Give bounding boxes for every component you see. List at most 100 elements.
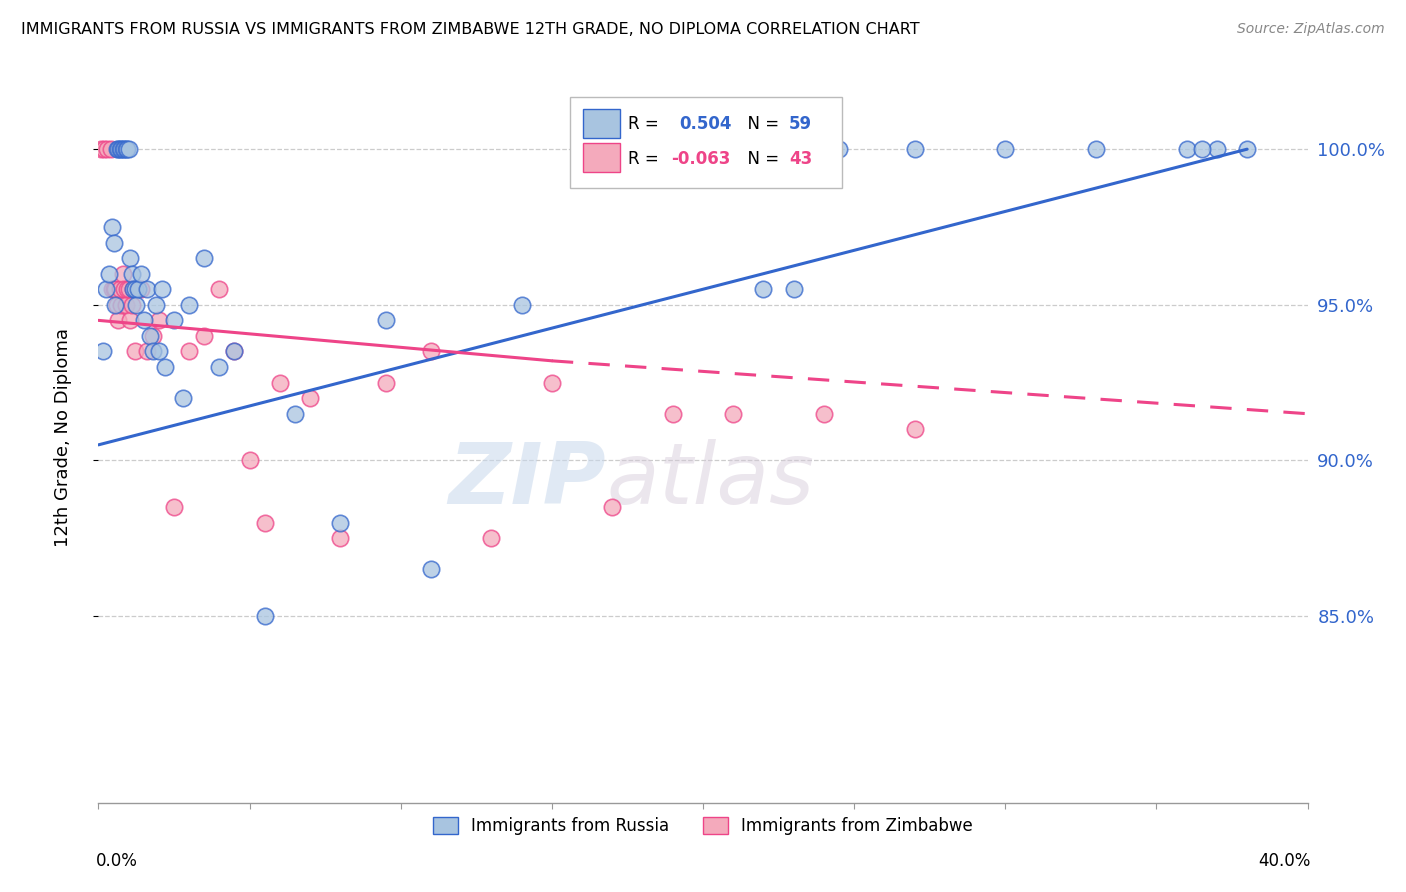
Point	[284, 407, 307, 421]
Point	[172, 391, 194, 405]
Point	[661, 407, 683, 421]
Point	[90, 142, 112, 156]
Point	[374, 376, 396, 390]
Point	[904, 142, 927, 156]
Point	[110, 142, 132, 156]
Point	[797, 142, 820, 156]
Point	[125, 298, 148, 312]
Point	[104, 282, 127, 296]
Point	[193, 251, 215, 265]
Point	[1191, 142, 1213, 156]
Point	[1175, 142, 1198, 156]
Point	[374, 313, 396, 327]
Point	[135, 282, 157, 296]
Point	[120, 313, 142, 327]
Point	[783, 282, 806, 296]
Point	[124, 344, 146, 359]
Point	[108, 142, 131, 156]
Point	[103, 235, 125, 250]
Point	[124, 282, 146, 296]
Point	[111, 267, 134, 281]
Point	[121, 267, 143, 281]
Text: 40.0%: 40.0%	[1258, 852, 1310, 870]
Point	[329, 516, 352, 530]
Point	[193, 329, 215, 343]
Point	[115, 282, 138, 296]
Point	[129, 282, 152, 296]
Text: ZIP: ZIP	[449, 440, 606, 523]
Text: Source: ZipAtlas.com: Source: ZipAtlas.com	[1237, 22, 1385, 37]
Point	[540, 376, 562, 390]
Point	[737, 142, 759, 156]
Point	[122, 282, 145, 296]
Text: atlas: atlas	[606, 440, 814, 523]
Point	[813, 407, 835, 421]
Point	[129, 267, 152, 281]
Point	[94, 282, 117, 296]
Point	[115, 142, 138, 156]
Point	[112, 282, 135, 296]
Point	[1206, 142, 1229, 156]
Point	[148, 313, 170, 327]
Text: 59: 59	[789, 115, 813, 133]
FancyBboxPatch shape	[583, 143, 620, 172]
Point	[108, 282, 131, 296]
Point	[602, 500, 624, 515]
Point	[994, 142, 1017, 156]
Text: 0.504: 0.504	[679, 115, 731, 133]
Point	[828, 142, 851, 156]
Point	[723, 407, 745, 421]
Point	[127, 282, 149, 296]
Point	[132, 313, 155, 327]
Point	[239, 453, 262, 467]
Point	[329, 531, 352, 545]
Point	[107, 313, 129, 327]
Point	[110, 298, 132, 312]
Point	[118, 142, 141, 156]
Point	[101, 282, 124, 296]
Text: R =: R =	[628, 115, 669, 133]
Point	[420, 562, 443, 576]
Point	[121, 298, 143, 312]
Point	[208, 359, 231, 374]
FancyBboxPatch shape	[583, 109, 620, 138]
Point	[135, 344, 157, 359]
Text: 43: 43	[789, 150, 813, 168]
Point	[101, 219, 124, 234]
Point	[139, 329, 162, 343]
Point	[510, 298, 533, 312]
Point	[91, 344, 114, 359]
Point	[768, 142, 790, 156]
Point	[253, 516, 276, 530]
Point	[723, 142, 745, 156]
Point	[120, 251, 142, 265]
Point	[269, 376, 291, 390]
Point	[96, 142, 118, 156]
Point	[148, 344, 170, 359]
Text: N =: N =	[737, 115, 785, 133]
Point	[224, 344, 246, 359]
Point	[142, 344, 165, 359]
Point	[100, 142, 122, 156]
Point	[163, 313, 186, 327]
Point	[103, 282, 125, 296]
Point	[224, 344, 246, 359]
Point	[420, 344, 443, 359]
Point	[481, 531, 503, 545]
Point	[114, 298, 136, 312]
Point	[104, 298, 127, 312]
Text: R =: R =	[628, 150, 664, 168]
Point	[752, 282, 775, 296]
Point	[93, 142, 115, 156]
Point	[112, 142, 135, 156]
Point	[105, 142, 128, 156]
Point	[752, 142, 775, 156]
Point	[105, 298, 128, 312]
Point	[208, 282, 231, 296]
Text: -0.063: -0.063	[672, 150, 731, 168]
Point	[253, 609, 276, 624]
Point	[142, 329, 165, 343]
Point	[723, 142, 745, 156]
FancyBboxPatch shape	[569, 97, 842, 188]
Point	[179, 344, 201, 359]
